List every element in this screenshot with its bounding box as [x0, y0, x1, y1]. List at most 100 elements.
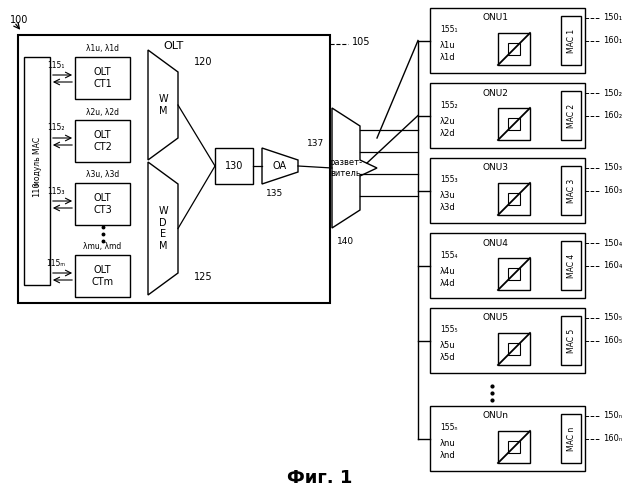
Text: ONU4: ONU4	[482, 239, 508, 248]
Text: 150₄: 150₄	[604, 239, 623, 248]
Bar	[430, 158, 585, 223]
Text: MAC 5: MAC 5	[566, 328, 575, 352]
Bar	[561, 241, 581, 290]
Text: 105: 105	[352, 37, 371, 47]
Text: 140: 140	[337, 238, 355, 247]
Bar	[430, 406, 585, 471]
Text: λ2u: λ2u	[440, 116, 456, 126]
Text: 115₃: 115₃	[47, 187, 65, 196]
Bar	[498, 431, 530, 463]
Text: 155₁: 155₁	[440, 26, 458, 35]
Text: 155₂: 155₂	[440, 100, 458, 109]
Bar	[508, 118, 520, 130]
Text: W
D
E
M: W D E M	[158, 206, 168, 251]
Bar	[18, 35, 330, 303]
Text: λ1u: λ1u	[440, 42, 456, 50]
Text: OLT
CT2: OLT CT2	[93, 130, 112, 152]
Text: 160₅: 160₅	[604, 336, 623, 345]
Text: 150₅: 150₅	[604, 313, 623, 323]
Text: 160₁: 160₁	[604, 36, 623, 45]
Text: 155₄: 155₄	[440, 250, 458, 259]
Polygon shape	[332, 108, 377, 228]
Bar	[498, 258, 530, 290]
Polygon shape	[148, 50, 178, 160]
Bar	[508, 268, 520, 280]
Text: λ1u, λ1d: λ1u, λ1d	[86, 45, 119, 53]
Text: 120: 120	[194, 57, 212, 67]
Text: OLT
CTm: OLT CTm	[92, 265, 113, 287]
Text: MAC 4: MAC 4	[566, 253, 575, 278]
Text: ONU5: ONU5	[482, 313, 508, 323]
Text: λ5d: λ5d	[440, 353, 456, 362]
Bar	[75, 183, 130, 225]
Text: 125: 125	[194, 272, 212, 282]
Text: 160ₙ: 160ₙ	[604, 434, 623, 443]
Text: 160₃: 160₃	[604, 186, 623, 195]
Bar	[561, 166, 581, 215]
Text: ONUn: ONUn	[482, 411, 508, 420]
Text: MAC 1: MAC 1	[566, 28, 575, 52]
Text: MAC 2: MAC 2	[566, 103, 575, 128]
Text: 160₂: 160₂	[604, 111, 623, 120]
Text: λ3d: λ3d	[440, 203, 456, 212]
Bar	[430, 83, 585, 148]
Text: λ4d: λ4d	[440, 279, 456, 288]
Text: ONU3: ONU3	[482, 163, 508, 172]
Bar	[508, 441, 520, 453]
Bar	[498, 108, 530, 140]
Text: 155₃: 155₃	[440, 176, 458, 185]
Text: MAC 3: MAC 3	[566, 178, 575, 202]
Text: 115₁: 115₁	[47, 60, 65, 69]
Bar	[561, 414, 581, 463]
Bar	[215, 148, 253, 184]
Bar	[508, 43, 520, 55]
Text: 100: 100	[10, 15, 28, 25]
Bar	[508, 343, 520, 355]
Bar	[498, 333, 530, 365]
Text: 150ₙ: 150ₙ	[604, 411, 623, 420]
Text: 130: 130	[225, 161, 243, 171]
Text: 160₄: 160₄	[604, 261, 623, 270]
Bar	[430, 233, 585, 298]
Text: OA: OA	[273, 161, 287, 171]
Bar	[24, 57, 50, 285]
Text: Фиг. 1: Фиг. 1	[287, 469, 353, 487]
Text: OLT
CT3: OLT CT3	[93, 193, 112, 215]
Text: 135: 135	[266, 190, 284, 198]
Text: 150₂: 150₂	[604, 89, 623, 98]
Text: λ1d: λ1d	[440, 53, 456, 62]
Text: W
M: W M	[158, 94, 168, 116]
Bar	[430, 8, 585, 73]
Text: 115ₘ: 115ₘ	[46, 258, 65, 267]
Text: λnu: λnu	[440, 440, 456, 448]
Text: 137: 137	[307, 140, 324, 148]
Text: λ2u, λ2d: λ2u, λ2d	[86, 107, 119, 116]
Text: 155ₙ: 155ₙ	[440, 424, 458, 433]
Bar	[75, 57, 130, 99]
Text: λnd: λnd	[440, 451, 456, 460]
Polygon shape	[148, 162, 178, 295]
Text: λ3u: λ3u	[440, 192, 456, 200]
Bar	[561, 91, 581, 140]
Bar	[75, 120, 130, 162]
Text: OLT: OLT	[164, 41, 184, 51]
Bar	[75, 255, 130, 297]
Text: λ3u, λ3d: λ3u, λ3d	[86, 170, 119, 180]
Text: λmu, λmd: λmu, λmd	[83, 243, 122, 251]
Text: ONU2: ONU2	[482, 89, 508, 98]
Text: OLT
CT1: OLT CT1	[93, 67, 112, 89]
Bar	[430, 308, 585, 373]
Text: модуль МАС: модуль МАС	[33, 137, 42, 186]
Text: ONU1: ONU1	[482, 13, 508, 22]
Bar	[508, 193, 520, 205]
Text: 150₁: 150₁	[604, 13, 623, 22]
Text: λ5u: λ5u	[440, 342, 456, 350]
Text: λ2d: λ2d	[440, 129, 456, 138]
Text: 155₅: 155₅	[440, 326, 458, 335]
Bar	[498, 183, 530, 215]
Text: 150₃: 150₃	[604, 163, 623, 172]
Bar	[561, 316, 581, 365]
Bar	[498, 33, 530, 65]
Bar	[561, 16, 581, 65]
Text: 110: 110	[33, 181, 42, 197]
